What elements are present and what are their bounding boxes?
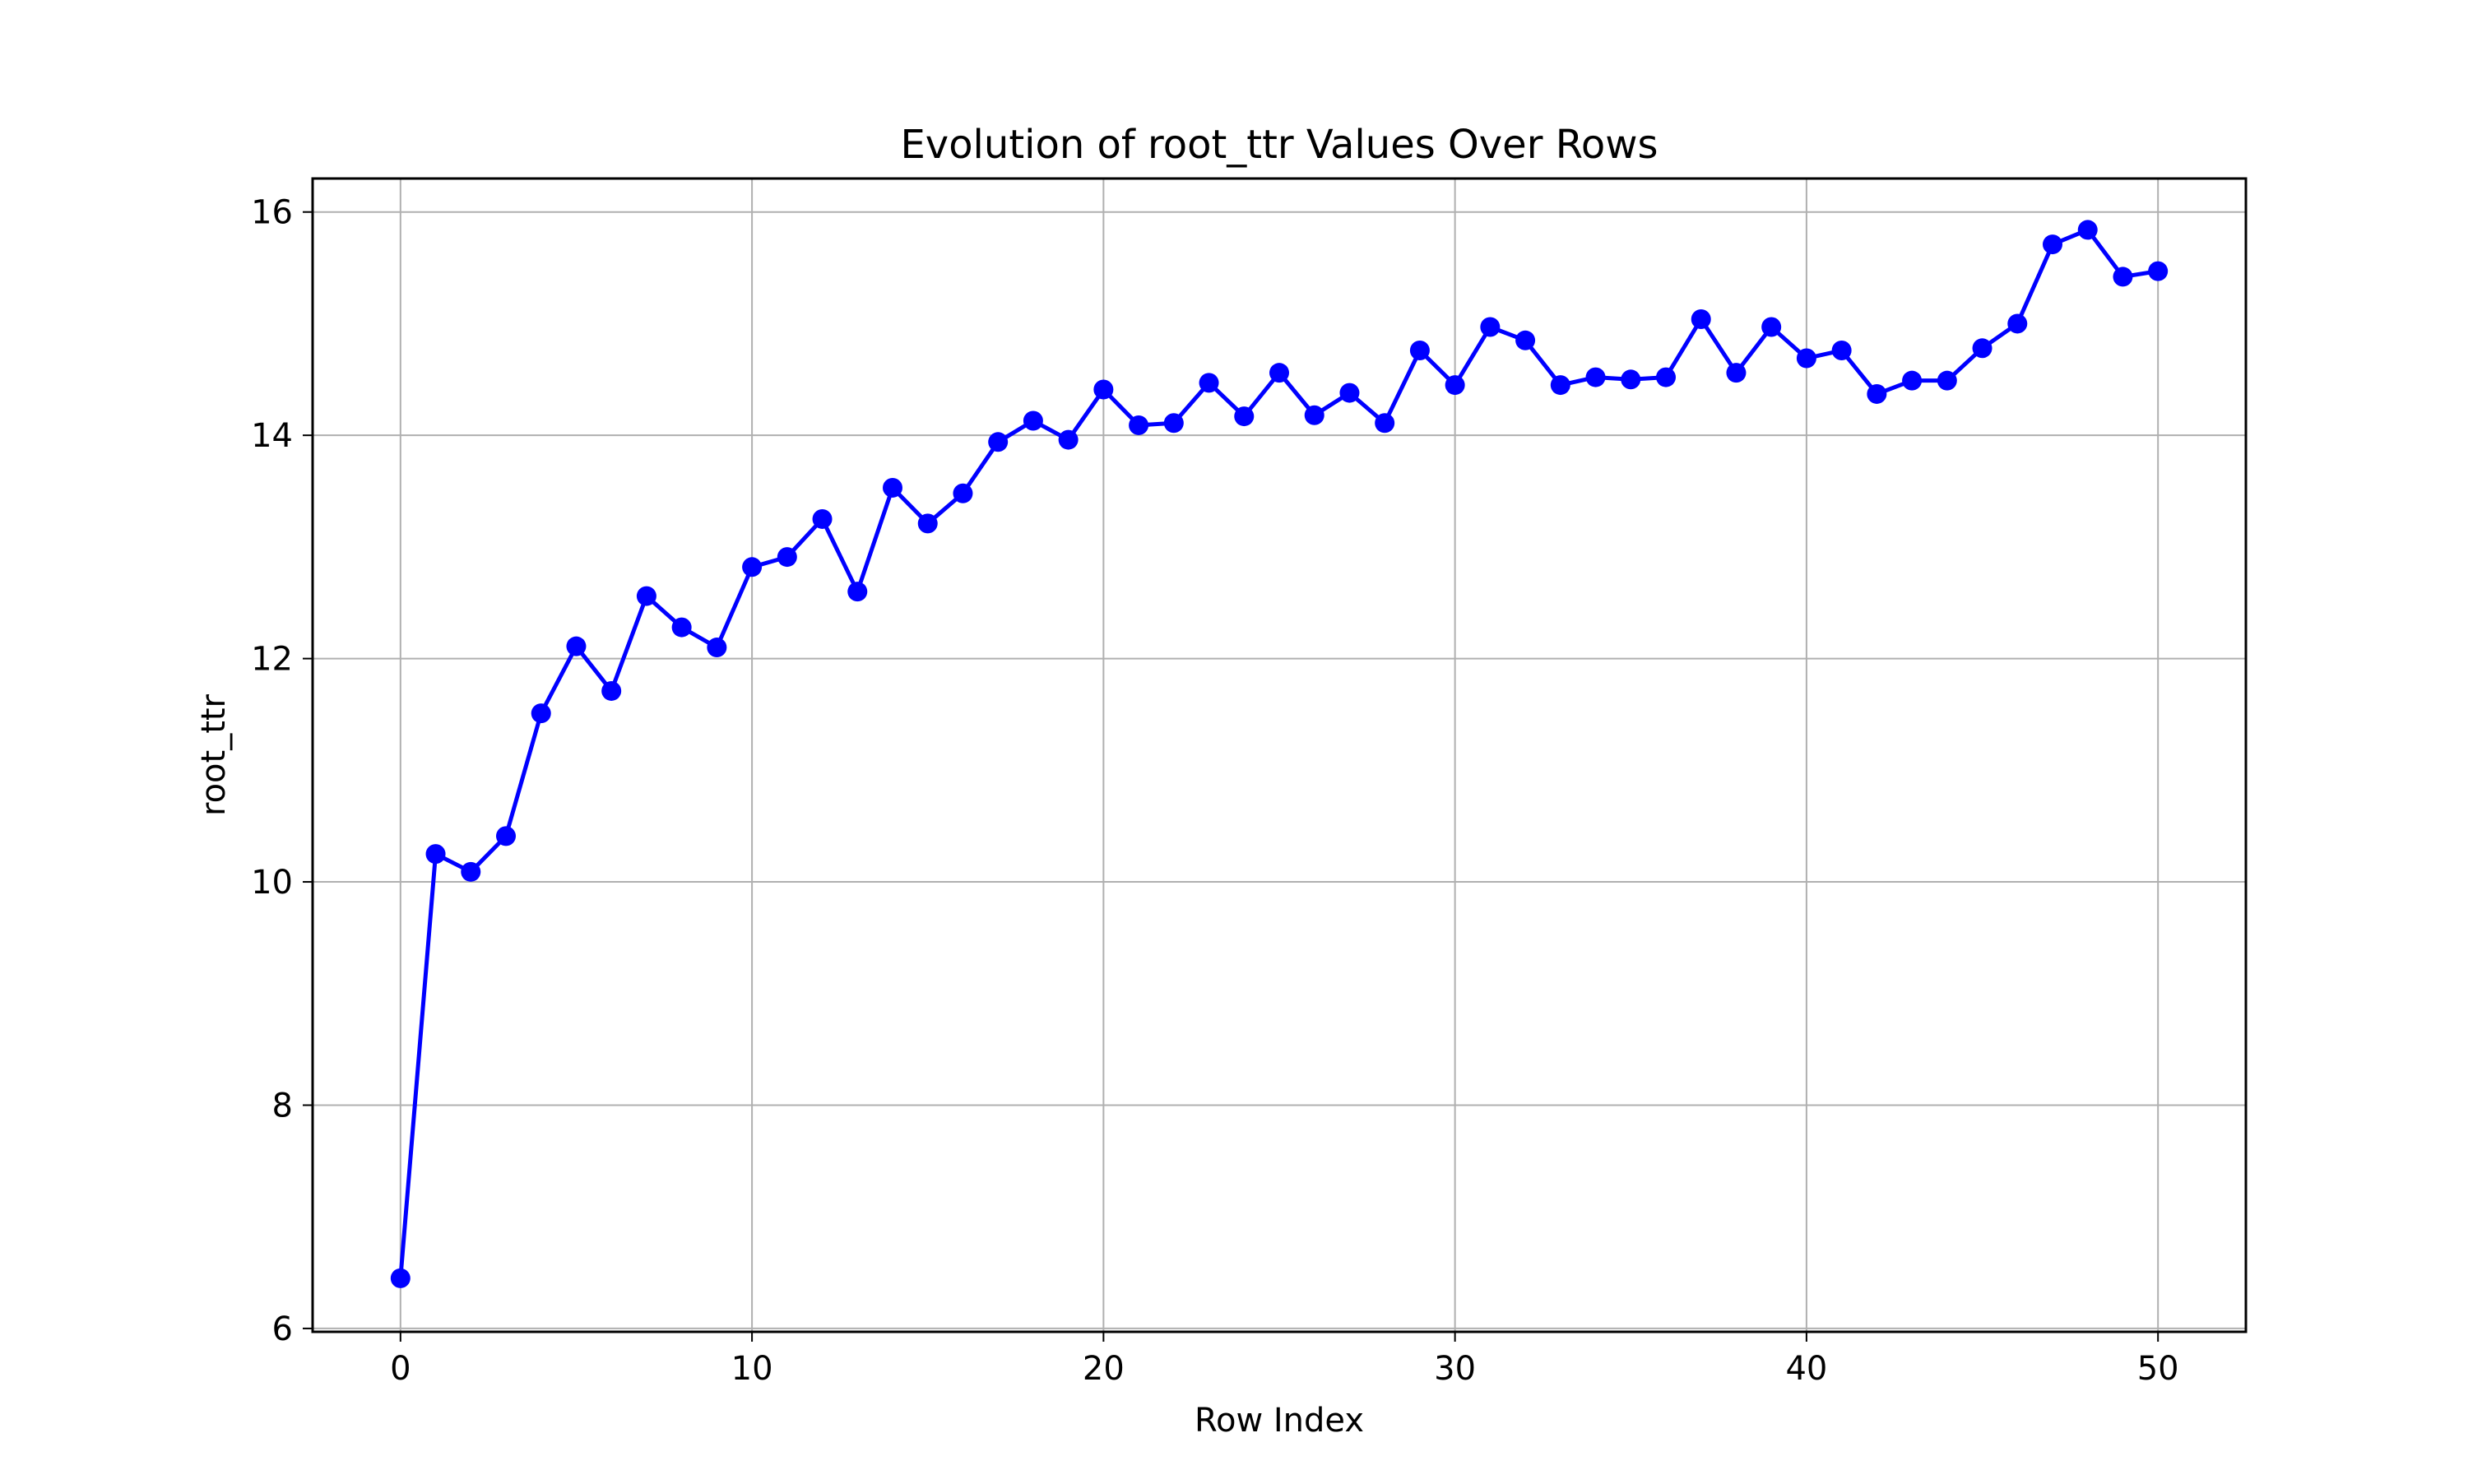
data-point: [566, 636, 587, 656]
data-point: [847, 582, 868, 602]
data-point: [531, 703, 551, 724]
data-point: [1796, 348, 1816, 369]
data-point: [1726, 363, 1747, 383]
data-point: [1269, 363, 1289, 383]
data-point: [1585, 367, 1606, 387]
data-point: [1480, 317, 1501, 337]
data-point: [2148, 261, 2169, 281]
x-tick-label: 20: [1083, 1350, 1125, 1388]
data-point: [2043, 234, 2062, 255]
data-point: [1761, 317, 1782, 337]
data-point: [1093, 379, 1114, 400]
data-point: [1515, 330, 1536, 350]
data-point: [707, 638, 727, 658]
data-point: [1163, 413, 1184, 434]
grid-lines: [313, 179, 2246, 1332]
data-point: [1023, 410, 1043, 431]
x-tick-label: 50: [2137, 1350, 2179, 1388]
data-point: [601, 680, 622, 701]
data-point: [1902, 370, 1923, 391]
data-point: [1621, 369, 1641, 390]
data-point: [1234, 406, 1255, 427]
data-point: [1972, 338, 1992, 359]
y-axis-ticks: 6 8 10 12 14 16: [251, 194, 313, 1348]
data-point: [1831, 341, 1852, 361]
data-point: [461, 861, 481, 882]
data-point: [1199, 373, 1219, 393]
data-point: [1656, 367, 1676, 387]
data-point: [812, 508, 833, 529]
data-point: [2113, 267, 2133, 287]
data-point: [988, 432, 1009, 452]
y-tick-label: 14: [251, 417, 293, 455]
data-point: [777, 547, 797, 568]
y-tick-label: 8: [272, 1087, 293, 1125]
data-point: [1691, 309, 1711, 330]
x-tick-label: 0: [390, 1350, 411, 1388]
data-point: [390, 1268, 411, 1288]
data-point: [742, 557, 763, 577]
data-point: [1937, 370, 1957, 391]
data-point: [496, 826, 516, 846]
x-tick-label: 10: [731, 1350, 773, 1388]
x-axis-label: Row Index: [1195, 1402, 1364, 1440]
y-tick-label: 16: [251, 194, 293, 232]
series-layer: [390, 220, 2169, 1288]
x-tick-label: 30: [1434, 1350, 1476, 1388]
data-point: [636, 586, 656, 606]
data-point: [953, 483, 973, 503]
data-point: [425, 844, 446, 865]
chart-title: Evolution of root_ttr Values Over Rows: [900, 122, 1658, 168]
data-point: [883, 477, 902, 498]
data-point: [2007, 313, 2028, 334]
y-tick-label: 12: [251, 641, 293, 679]
data-point: [1550, 375, 1570, 396]
y-tick-label: 6: [272, 1310, 293, 1348]
data-point: [917, 513, 938, 534]
data-point: [1409, 341, 1430, 361]
data-point: [1445, 375, 1465, 396]
x-tick-label: 40: [1785, 1350, 1827, 1388]
data-point: [1129, 415, 1149, 435]
data-point: [1867, 383, 1887, 404]
series-line: [398, 227, 2159, 1279]
data-point: [1339, 383, 1360, 403]
data-point: [1375, 413, 1395, 434]
plot-area-frame: [311, 177, 2248, 1333]
y-axis-label: root_ttr: [195, 693, 233, 816]
data-point: [1058, 429, 1079, 450]
y-tick-label: 10: [251, 864, 293, 902]
data-point: [671, 617, 692, 638]
data-point: [2077, 220, 2098, 240]
data-point: [1304, 405, 1324, 425]
x-axis-ticks: 0 10 20 30 40 50: [390, 1332, 2179, 1388]
